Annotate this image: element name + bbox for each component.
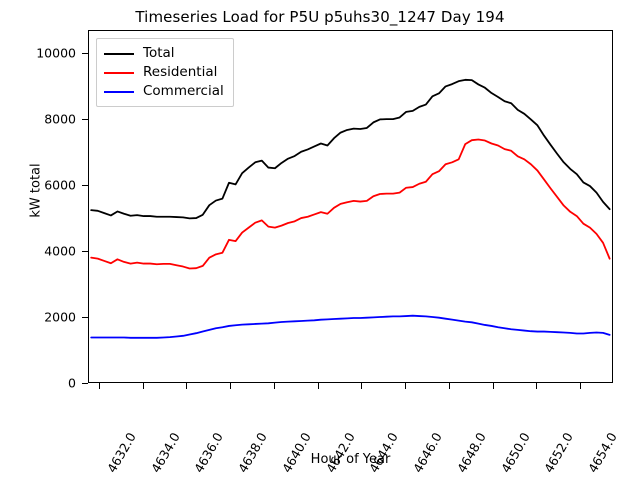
legend-item: Total <box>104 44 224 63</box>
y-axis-tick-labels: 0 2000 4000 6000 8000 10000 <box>0 0 76 480</box>
x-axis-label: Hour of Year <box>310 452 391 467</box>
y-tick-mark <box>82 251 88 253</box>
x-tick-mark <box>580 383 582 389</box>
x-tick-mark <box>361 383 363 389</box>
legend-swatch-commercial <box>104 90 134 93</box>
x-tick-mark <box>186 383 188 389</box>
y-tick-mark <box>82 53 88 55</box>
x-tick-mark <box>273 383 275 389</box>
x-tick-mark <box>230 383 232 389</box>
y-tick-label: 2000 <box>44 309 76 325</box>
y-tick-mark <box>82 119 88 121</box>
x-tick-mark <box>317 383 319 389</box>
legend-label-residential: Residential <box>143 64 218 80</box>
series-line-total <box>90 78 611 220</box>
y-tick-mark <box>82 185 88 187</box>
y-tick-label: 0 <box>68 375 76 391</box>
y-tick-label: 8000 <box>44 111 76 127</box>
plot-area <box>88 30 613 383</box>
y-tick-label: 4000 <box>44 243 76 259</box>
series-line-commercial <box>90 314 611 339</box>
legend-item: Residential <box>104 63 224 82</box>
legend-swatch-total <box>104 52 134 55</box>
chart-legend: Total Residential Commercial <box>96 38 234 107</box>
plot-lines <box>90 78 611 339</box>
page-title: Timeseries Load for P5U p5uhs30_1247 Day… <box>135 8 505 26</box>
x-tick-mark <box>98 383 100 389</box>
legend-swatch-residential <box>104 71 134 74</box>
x-tick-mark <box>492 383 494 389</box>
legend-item: Commercial <box>104 82 224 101</box>
y-tick-label: 10000 <box>36 45 76 61</box>
y-tick-label: 6000 <box>44 177 76 193</box>
x-tick-mark <box>142 383 144 389</box>
legend-label-total: Total <box>143 45 175 61</box>
x-tick-mark <box>536 383 538 389</box>
x-tick-mark <box>448 383 450 389</box>
x-tick-mark <box>405 383 407 389</box>
legend-label-commercial: Commercial <box>143 83 224 99</box>
y-tick-mark <box>82 383 88 384</box>
series-line-residential <box>90 138 611 270</box>
y-tick-mark <box>82 317 88 319</box>
